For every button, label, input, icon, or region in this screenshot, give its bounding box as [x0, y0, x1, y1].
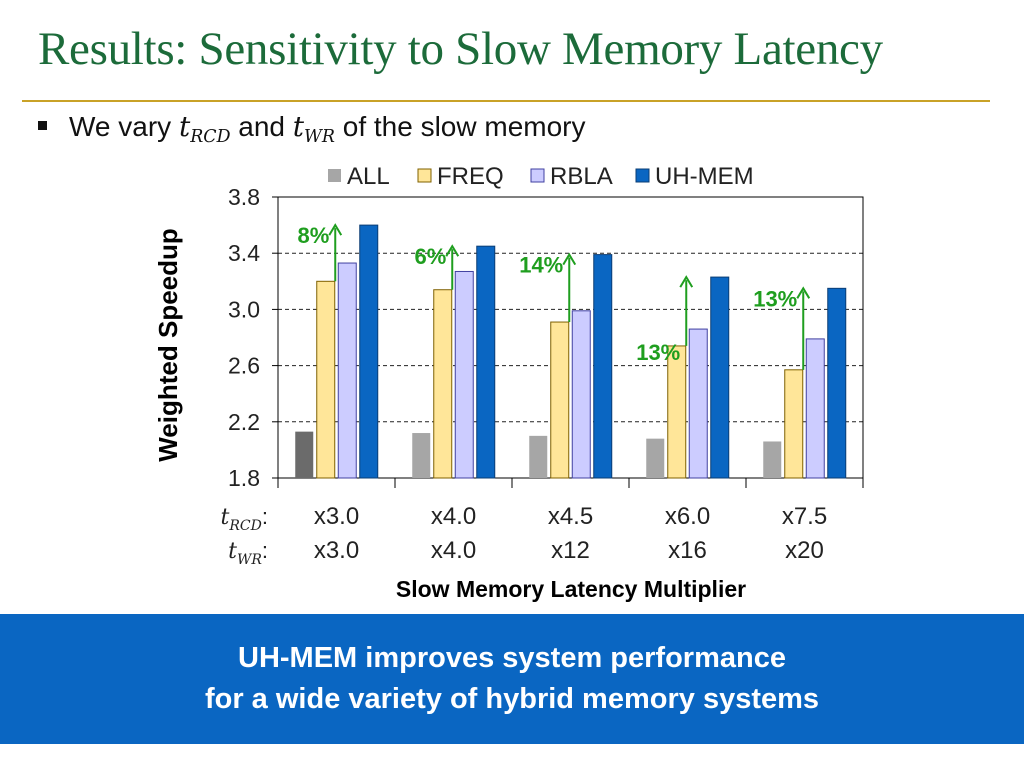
bar-uhmem-2 — [593, 254, 613, 479]
bar-rbla-4 — [805, 338, 825, 479]
bar-freq-3 — [667, 345, 687, 479]
y-tick-label: 2.2 — [228, 409, 260, 435]
legend-label: RBLA — [550, 163, 613, 190]
y-tick-label: 3.0 — [228, 296, 260, 322]
legend-swatch — [635, 168, 650, 183]
arrow-head-icon — [796, 286, 811, 299]
improvement-label: 8% — [297, 223, 329, 248]
bullet-prefix: We vary — [69, 111, 179, 142]
x-tick-label: x3.0 — [314, 503, 359, 530]
x-tick-label: x7.5 — [782, 503, 827, 530]
bar-rbla-2 — [571, 310, 591, 479]
legend-swatch — [417, 168, 432, 183]
slide-title: Results: Sensitivity to Slow Memory Late… — [38, 23, 883, 75]
legend-label: UH-MEM — [655, 163, 754, 190]
banner-line-1: UH-MEM improves system performance — [238, 642, 786, 674]
bar-all-3 — [646, 438, 665, 478]
bar-rbla-1 — [454, 270, 474, 479]
title-divider — [22, 100, 990, 102]
x-tick-label: x4.5 — [548, 503, 593, 530]
bar-uhmem-3 — [710, 276, 730, 479]
y-tick-label: 2.6 — [228, 353, 260, 379]
bar-all-1 — [412, 433, 431, 478]
param-trcd: tRCD — [178, 110, 231, 148]
bar-uhmem-4 — [827, 287, 847, 479]
bar-freq-1 — [433, 289, 453, 479]
bullet-text: We vary tRCD and tWR of the slow memory — [38, 110, 586, 147]
y-axis-title: Weighted Speedup — [153, 228, 183, 462]
improvement-label: 6% — [414, 244, 446, 269]
bar-uhmem-0 — [359, 224, 379, 479]
improvement-label: 13% — [636, 340, 680, 365]
y-tick-label: 3.4 — [228, 240, 260, 266]
x-tick-label: x20 — [785, 537, 824, 564]
improvement-label: 13% — [753, 286, 797, 311]
bar-all-4 — [763, 441, 782, 478]
bullet-suffix: of the slow memory — [334, 111, 586, 142]
conclusion-banner: UH-MEM improves system performance for a… — [0, 614, 1024, 744]
bar-freq-4 — [784, 369, 804, 479]
param-twr: tWR — [292, 110, 335, 148]
arrow-head-icon — [562, 252, 577, 266]
bar-rbla-0 — [337, 262, 357, 479]
x-tick-label: x12 — [551, 537, 590, 564]
legend-swatch — [328, 169, 341, 182]
x-tick-label: x4.0 — [431, 503, 476, 530]
x-tick-label: x4.0 — [431, 537, 476, 564]
bar-all-0 — [295, 431, 314, 478]
bar-freq-0 — [316, 280, 336, 479]
improvement-label: 14% — [519, 253, 563, 278]
legend-label: FREQ — [437, 163, 504, 190]
legend-label: ALL — [347, 163, 390, 190]
bar-freq-2 — [550, 321, 570, 479]
arrow-head-icon — [445, 244, 460, 257]
bar-rbla-3 — [688, 328, 708, 479]
bar-uhmem-1 — [476, 245, 496, 479]
arrow-head-icon — [328, 223, 343, 236]
x-row-label: tWR: — [228, 538, 268, 568]
bullet-middle: and — [230, 111, 293, 142]
weighted-speedup-chart: 1.8 2.2 2.6 3.0 3.4 3.8 8% 6% 14% 13% 13% tRCD: x3.0… — [153, 163, 864, 602]
plot-frame — [277, 196, 864, 479]
bullet-square-icon — [38, 121, 47, 131]
y-tick-label: 3.8 — [228, 184, 260, 210]
x-row-label: tRCD: — [221, 504, 268, 534]
x-tick-label: x3.0 — [314, 537, 359, 564]
bar-all-2 — [529, 435, 548, 478]
x-tick-label: x6.0 — [665, 503, 710, 530]
y-tick-label: 1.8 — [228, 465, 260, 491]
legend-swatch — [530, 168, 545, 183]
x-tick-label: x16 — [668, 537, 707, 564]
banner-line-2: for a wide variety of hybrid memory syst… — [204, 683, 820, 715]
x-axis-title: Slow Memory Latency Multiplier — [396, 576, 746, 602]
arrow-head-icon — [679, 275, 694, 288]
